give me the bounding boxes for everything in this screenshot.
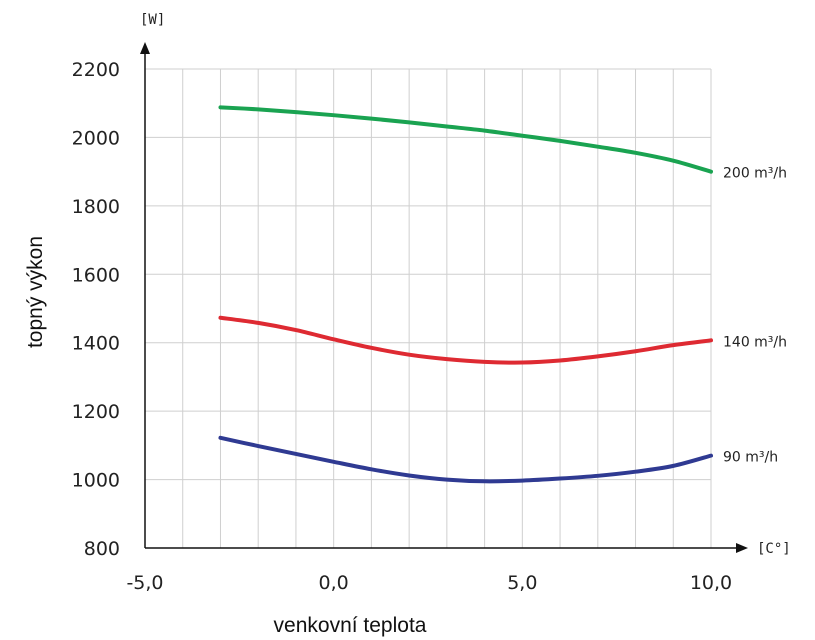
y-tick-label: 2000 [72, 127, 120, 149]
y-tick-label: 1200 [72, 401, 120, 423]
y-tick-label: 1000 [72, 470, 120, 492]
axes [140, 42, 748, 553]
series-line-90-m-h [218, 435, 713, 484]
x-tick-label: 5,0 [507, 572, 537, 594]
series-label: 90 m³/h [723, 450, 778, 466]
y-axis-arrow [140, 42, 150, 54]
y-tick-label: 2200 [72, 59, 120, 81]
x-tick-label: 0,0 [319, 572, 349, 594]
x-tick-label: 10,0 [690, 572, 732, 594]
series-label: 200 m³/h [723, 166, 787, 182]
series-label: 140 m³/h [723, 334, 787, 350]
series: 200 m³/h 140 m³/h 90 m³/h [218, 105, 787, 484]
y-axis-title: topný výkon [24, 236, 47, 348]
y-unit-label: [W] [140, 12, 165, 28]
x-unit-label: [C°] [757, 541, 791, 557]
x-axis-title: venkovní teplota [274, 614, 427, 637]
tick-labels: 800 1000 1200 1400 1600 1800 2000 2200 -5,0 0,0 5,… [72, 59, 733, 594]
grid [145, 68, 712, 548]
x-tick-label: -5,0 [126, 572, 163, 594]
y-tick-label: 1400 [72, 333, 120, 355]
series-line-200-m-h [218, 105, 713, 174]
series-line-140-m-h [218, 315, 713, 365]
y-tick-label: 1800 [72, 196, 120, 218]
y-tick-label: 800 [84, 538, 120, 560]
x-axis-arrow [736, 543, 748, 553]
y-tick-label: 1600 [72, 264, 120, 286]
